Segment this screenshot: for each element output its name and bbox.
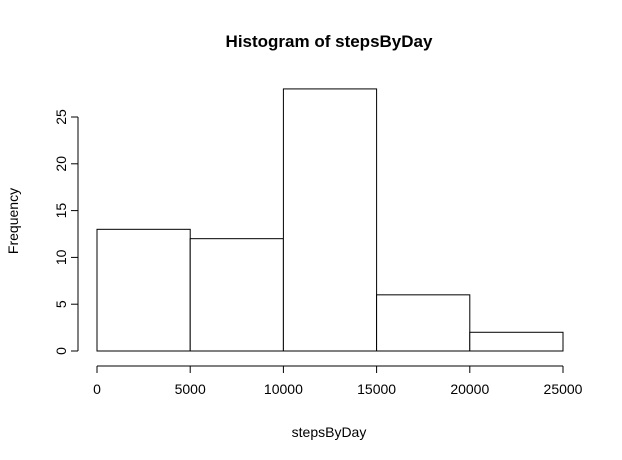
histogram-bar-1 <box>189 238 284 352</box>
x-axis: 0 5000 10000 15000 20000 25000 <box>93 365 583 397</box>
x-tick-label: 25000 <box>544 381 583 397</box>
y-tick-label: 10 <box>53 249 69 265</box>
y-tick-label: 5 <box>53 300 69 308</box>
histogram-bar-0 <box>96 228 191 352</box>
x-tick-label: 5000 <box>175 381 206 397</box>
y-tick-label: 15 <box>53 203 69 219</box>
y-axis-label: Frequency <box>5 188 21 254</box>
x-tick-label: 10000 <box>264 381 303 397</box>
histogram-bars <box>96 88 564 352</box>
x-tick-label: 0 <box>93 381 101 397</box>
histogram-bar-3 <box>376 294 471 352</box>
y-tick-label: 20 <box>53 156 69 172</box>
chart-title: Histogram of stepsByDay <box>226 32 433 51</box>
x-tick-label: 15000 <box>357 381 396 397</box>
y-tick-label: 25 <box>53 109 69 125</box>
histogram-bar-2 <box>282 88 378 352</box>
histogram-bar-4 <box>469 331 564 352</box>
y-tick-label: 0 <box>53 347 69 355</box>
x-axis-label: stepsByDay <box>292 424 367 440</box>
y-axis: 0 5 10 15 20 25 <box>53 109 79 355</box>
x-tick-label: 20000 <box>450 381 489 397</box>
